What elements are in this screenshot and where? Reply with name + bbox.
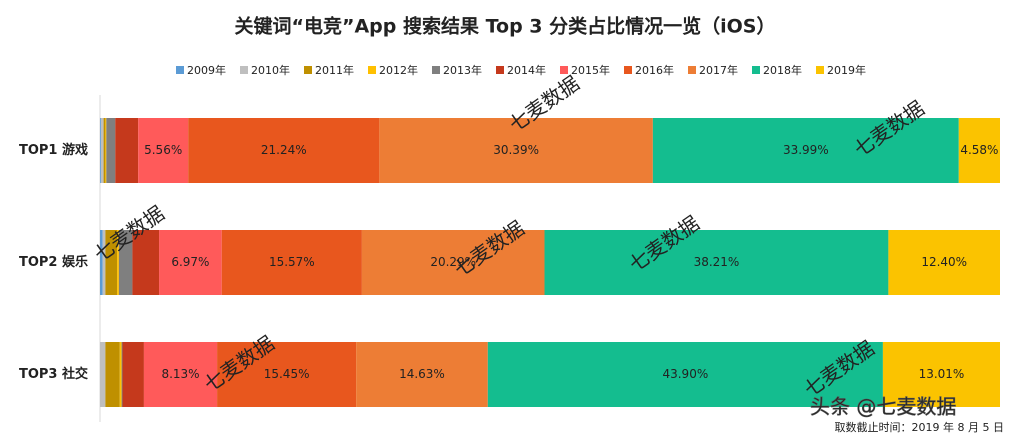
bar-segment bbox=[652, 118, 959, 183]
legend-label: 2009年 bbox=[187, 63, 226, 77]
value-label: 15.45% bbox=[264, 367, 310, 381]
value-label: 13.01% bbox=[919, 367, 965, 381]
bar-segment bbox=[379, 118, 653, 183]
value-label: 38.21% bbox=[694, 255, 740, 269]
legend-label: 2011年 bbox=[315, 63, 354, 77]
bar-segment bbox=[100, 230, 103, 295]
footnote: 取数截止时间：2019 年 8 月 5 日 bbox=[835, 420, 1004, 434]
legend-swatch bbox=[624, 66, 632, 74]
bar-segment bbox=[882, 342, 1000, 407]
bar-segment bbox=[106, 118, 116, 183]
legend-swatch bbox=[560, 66, 568, 74]
bar-segment bbox=[118, 230, 133, 295]
value-label: 5.56% bbox=[144, 143, 182, 157]
value-label: 33.99% bbox=[783, 143, 829, 157]
bar-segment bbox=[356, 342, 488, 407]
value-label: 20.29% bbox=[430, 255, 476, 269]
bar-segment bbox=[958, 118, 1000, 183]
legend-label: 2017年 bbox=[699, 63, 738, 77]
legend-label: 2012年 bbox=[379, 63, 418, 77]
bar-segment bbox=[102, 230, 106, 295]
bar-segment bbox=[103, 118, 106, 183]
legend-label: 2013年 bbox=[443, 63, 482, 77]
bar-segment bbox=[105, 230, 118, 295]
chart-title: 关键词“电竞”App 搜索结果 Top 3 分类占比情况一览（iOS） bbox=[234, 15, 775, 38]
value-label: 8.13% bbox=[161, 367, 199, 381]
legend-swatch bbox=[240, 66, 248, 74]
value-label: 12.40% bbox=[921, 255, 967, 269]
legend-swatch bbox=[368, 66, 376, 74]
bar-segment bbox=[121, 342, 123, 407]
bar-segment bbox=[105, 342, 120, 407]
legend-label: 2018年 bbox=[763, 63, 802, 77]
bar-segment bbox=[888, 230, 1000, 295]
bar-segment bbox=[361, 230, 545, 295]
value-label: 43.90% bbox=[662, 367, 708, 381]
legend-label: 2015年 bbox=[571, 63, 610, 77]
bar-segment bbox=[544, 230, 889, 295]
value-label: 15.57% bbox=[269, 255, 315, 269]
y-tick-label: TOP3 社交 bbox=[19, 366, 88, 382]
legend-swatch bbox=[176, 66, 184, 74]
legend-label: 2014年 bbox=[507, 63, 546, 77]
legend-swatch bbox=[752, 66, 760, 74]
bar-segment bbox=[188, 118, 380, 183]
bar-segment bbox=[217, 342, 357, 407]
bar-segment bbox=[122, 342, 144, 407]
bar-segment bbox=[221, 230, 362, 295]
legend-swatch bbox=[496, 66, 504, 74]
bar-segment bbox=[143, 342, 218, 407]
legend-swatch bbox=[816, 66, 824, 74]
value-label: 6.97% bbox=[171, 255, 209, 269]
source-tag: 头条 @七麦数据 bbox=[810, 395, 956, 419]
value-label: 14.63% bbox=[399, 367, 445, 381]
legend-swatch bbox=[688, 66, 696, 74]
legend-swatch bbox=[304, 66, 312, 74]
value-label: 4.58% bbox=[960, 143, 998, 157]
legend-label: 2016年 bbox=[635, 63, 674, 77]
bar-segment bbox=[487, 342, 883, 407]
y-tick-label: TOP2 娱乐 bbox=[19, 254, 88, 270]
bar-segment bbox=[138, 118, 189, 183]
y-tick-label: TOP1 游戏 bbox=[19, 142, 88, 158]
bar-segment bbox=[132, 230, 160, 295]
bar-segment bbox=[117, 230, 119, 295]
value-label: 21.24% bbox=[261, 143, 307, 157]
bar-segment bbox=[100, 118, 101, 183]
bar-segment bbox=[105, 118, 107, 183]
bar-segment bbox=[119, 342, 122, 407]
bar-segment bbox=[115, 118, 139, 183]
bar-segment bbox=[159, 230, 222, 295]
legend-label: 2010年 bbox=[251, 63, 290, 77]
legend-swatch bbox=[432, 66, 440, 74]
bar-segment bbox=[100, 118, 104, 183]
value-label: 30.39% bbox=[493, 143, 539, 157]
bar-segment bbox=[100, 342, 106, 407]
legend-label: 2019年 bbox=[827, 63, 866, 77]
